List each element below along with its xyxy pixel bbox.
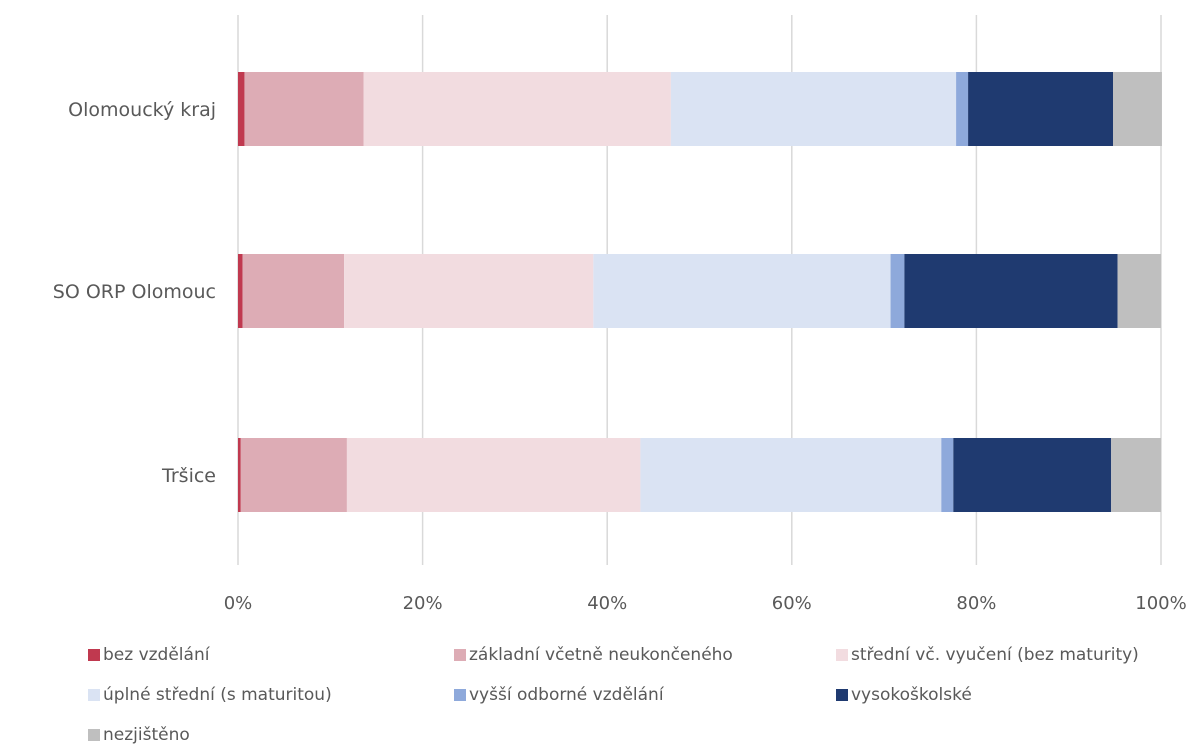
legend-item: střední vč. vyučení (bez maturity) xyxy=(836,640,1139,670)
bar-segment xyxy=(941,438,954,512)
legend-swatch xyxy=(454,649,466,661)
bar-segment xyxy=(953,438,1112,512)
x-tick-label: 20% xyxy=(403,593,443,614)
bar-segment xyxy=(1113,72,1162,146)
bar-segment xyxy=(904,254,1118,328)
legend-swatch xyxy=(88,689,100,701)
legend-label: úplné střední (s maturitou) xyxy=(103,685,332,705)
legend-label: bez vzdělání xyxy=(103,645,210,665)
category-label: Tršice xyxy=(161,465,216,487)
bar-segment xyxy=(640,438,942,512)
bar-segment xyxy=(244,72,364,146)
legend-label: vyšší odborné vzdělání xyxy=(469,685,664,705)
bar-segment xyxy=(238,72,245,146)
bar-segment xyxy=(968,72,1114,146)
x-tick-label: 0% xyxy=(224,593,253,614)
axes: 0% 20% 40% 60% 80% 100% Olomoucký kraj SO ORP O… xyxy=(53,99,1187,614)
legend-label: nezjištěno xyxy=(103,725,190,745)
stacked-bar-chart: 0% 20% 40% 60% 80% 100% Olomoucký kraj SO ORP O… xyxy=(53,15,1187,614)
x-tick-label: 80% xyxy=(956,593,996,614)
legend: bez vzdělání základní včetně neukončeného… xyxy=(88,640,1188,745)
bar-segment xyxy=(593,254,891,328)
bar-segment xyxy=(344,254,594,328)
legend-item: nezjištěno xyxy=(88,720,190,750)
legend-item: vysokoškolské xyxy=(836,680,972,710)
bar-segment xyxy=(1117,254,1161,328)
bars xyxy=(238,72,1162,512)
x-tick-label: 40% xyxy=(587,593,627,614)
legend-swatch xyxy=(836,649,848,661)
legend-swatch xyxy=(836,689,848,701)
legend-item: bez vzdělání xyxy=(88,640,209,670)
legend-swatch xyxy=(88,649,100,661)
category-label: Olomoucký kraj xyxy=(68,99,216,121)
bar-segment xyxy=(670,72,957,146)
bar-segment xyxy=(238,438,241,512)
bar-segment xyxy=(238,254,243,328)
legend-item: základní včetně neukončeného xyxy=(454,640,733,670)
bar-segment xyxy=(240,438,347,512)
bar-segment xyxy=(242,254,345,328)
bar-segment xyxy=(956,72,969,146)
x-tick-label: 100% xyxy=(1135,593,1186,614)
bar-segment xyxy=(346,438,641,512)
category-label: SO ORP Olomouc xyxy=(53,281,216,303)
legend-swatch xyxy=(454,689,466,701)
legend-label: vysokoškolské xyxy=(851,685,972,705)
legend-label: základní včetně neukončeného xyxy=(469,645,733,665)
bar-segment xyxy=(1111,438,1161,512)
x-tick-label: 60% xyxy=(772,593,812,614)
legend-swatch xyxy=(88,729,100,741)
legend-item: úplné střední (s maturitou) xyxy=(88,680,332,710)
legend-item: vyšší odborné vzdělání xyxy=(454,680,664,710)
bar-segment xyxy=(890,254,905,328)
legend-label: střední vč. vyučení (bez maturity) xyxy=(851,645,1139,665)
bar-segment xyxy=(363,72,671,146)
